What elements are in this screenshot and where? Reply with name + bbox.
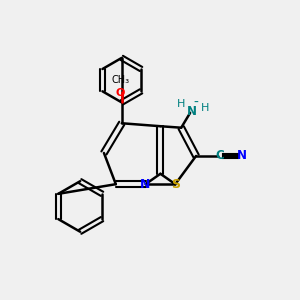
Text: N: N (237, 149, 247, 162)
Text: CH₃: CH₃ (111, 75, 129, 85)
Text: H: H (177, 99, 185, 109)
Text: O: O (116, 88, 125, 98)
Text: C: C (215, 149, 224, 162)
Text: N: N (187, 105, 196, 118)
Text: S: S (171, 178, 180, 191)
Text: N: N (140, 178, 151, 191)
Text: H: H (201, 103, 209, 113)
Text: -: - (194, 96, 199, 110)
